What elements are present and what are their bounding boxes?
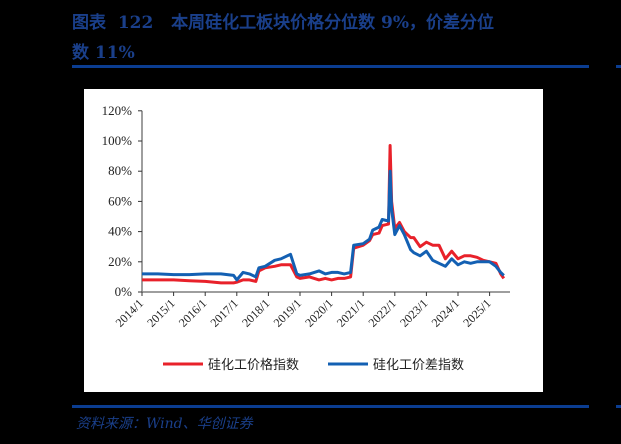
figure-title: 图表 122 本周硅化工板块价格分位数 9%，价差分位 数 11% <box>72 8 592 68</box>
x-tick-label: 2020/1 <box>302 296 335 329</box>
chart-series <box>142 144 506 285</box>
source-note: 资料来源：Wind、华创证券 <box>76 416 253 432</box>
right-edge-rule-bottom <box>616 405 621 408</box>
x-tick-label: 2014/1 <box>113 296 146 329</box>
chart-legend: 硅化工价格指数 硅化工价差指数 <box>163 357 464 373</box>
y-tick-label: 120% <box>102 103 133 118</box>
legend-label: 硅化工价格指数 <box>208 357 299 373</box>
y-tick-label: 100% <box>102 133 133 148</box>
x-tick-label: 2025/1 <box>460 296 493 329</box>
y-tick-label: 20% <box>108 254 132 269</box>
spread-index-line <box>142 169 505 282</box>
x-tick-label: 2015/1 <box>144 296 177 329</box>
chart-axes: 0% 20% 40% 60% 80% 100% 120% 2014/12015/12016/1… <box>102 103 510 330</box>
title-underline <box>72 65 589 68</box>
x-tick-label: 2024/1 <box>429 296 462 329</box>
chart-panel <box>84 89 543 392</box>
x-tick-label: 2021/1 <box>334 296 367 329</box>
legend-label: 硅化工价差指数 <box>373 358 464 373</box>
x-tick-label: 2017/1 <box>207 296 240 329</box>
figure-title-line-2: 数 11% <box>72 43 135 63</box>
x-tick-label: 2023/1 <box>397 296 430 329</box>
y-tick-label: 40% <box>108 224 132 239</box>
figure-title-line-1: 图表 122 本周硅化工板块价格分位数 9%，价差分位 <box>72 13 494 33</box>
y-tick-label: 0% <box>115 284 133 299</box>
x-tick-label: 2019/1 <box>271 296 304 329</box>
y-tick-label: 60% <box>108 193 132 208</box>
y-tick-label: 80% <box>108 163 132 178</box>
source-rule <box>72 405 589 408</box>
x-tick-label: 2018/1 <box>239 296 272 329</box>
x-tick-label: 2022/1 <box>365 296 398 329</box>
x-tick-label: 2016/1 <box>176 296 209 329</box>
right-edge-rule-top <box>616 65 621 68</box>
